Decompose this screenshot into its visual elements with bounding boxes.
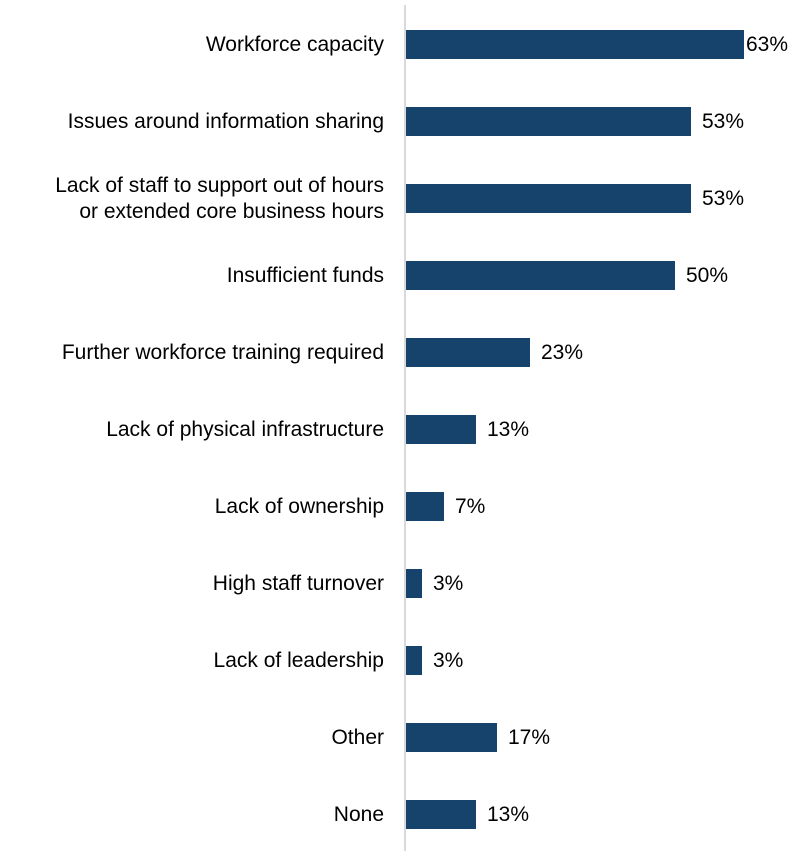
bar-row: Lack of leadership 3% [0,622,800,699]
bar [406,261,675,290]
bar [406,492,444,521]
bar-row: Other 17% [0,699,800,776]
bar [406,569,422,598]
bar [406,184,691,213]
bar-row: Issues around information sharing 53% [0,83,800,160]
category-label: Lack of ownership [214,494,384,518]
category-label: None [333,802,384,826]
category-label: High staff turnover [212,571,384,595]
value-label: 3% [433,572,464,595]
bar-row: Further workforce training required 23% [0,314,800,391]
category-label: Lack of staff to support out of hours or… [55,173,384,223]
bar [406,646,422,675]
category-label: Further workforce training required [61,340,384,364]
value-label: 53% [702,187,745,210]
bar-row: Insufficient funds 50% [0,237,800,314]
category-axis-line [404,5,406,851]
value-label: 17% [508,726,551,749]
category-label: Other [331,725,384,749]
bar [406,30,744,59]
value-label: 13% [487,803,530,826]
value-label: 50% [686,264,729,287]
bar-row: High staff turnover 3% [0,545,800,622]
bar [406,338,530,367]
value-label: 53% [702,110,745,133]
bar-row: Lack of ownership 7% [0,468,800,545]
value-label: 63% [746,33,789,56]
bar-row: Lack of physical infrastructure 13% [0,391,800,468]
value-label: 7% [455,495,486,518]
bar [406,723,497,752]
value-label: 23% [541,341,584,364]
category-label: Issues around information sharing [67,109,384,133]
value-label: 3% [433,649,464,672]
category-label: Lack of physical infrastructure [106,417,384,441]
category-label: Workforce capacity [205,32,384,56]
category-label: Lack of leadership [213,648,384,672]
bar-row: Workforce capacity 63% [0,6,800,83]
bar [406,107,691,136]
bar-row: Lack of staff to support out of hours or… [0,160,800,237]
bar [406,800,476,829]
bar [406,415,476,444]
category-label: Insufficient funds [226,263,384,287]
bar-row: None 13% [0,776,800,853]
value-label: 13% [487,418,530,441]
